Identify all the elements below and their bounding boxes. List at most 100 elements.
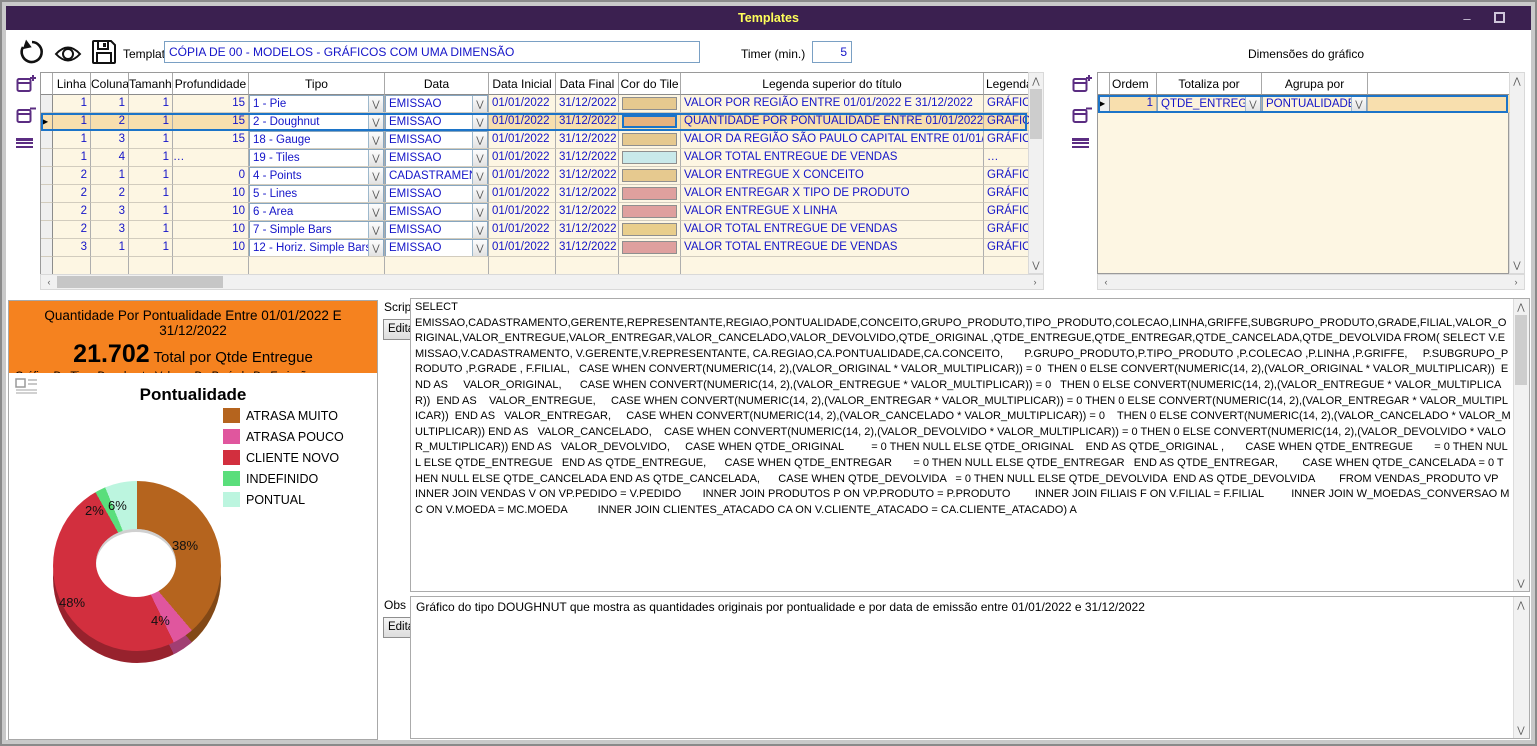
tamanho-cell[interactable]: 1 xyxy=(129,131,173,149)
data-inicial-cell[interactable]: 01/01/2022 xyxy=(489,149,556,167)
chevron-down-icon[interactable]: ⋁ xyxy=(368,222,383,238)
tipo-combo[interactable]: 2 - Doughnut ⋁ xyxy=(249,113,384,130)
data-inicial-cell[interactable]: 01/01/2022 xyxy=(489,95,556,113)
tipo-combo[interactable]: 18 - Gauge ⋁ xyxy=(249,131,384,148)
cor-do-tile-cell[interactable] xyxy=(619,95,681,113)
legenda-inferior-cell[interactable]: GRÁFICO xyxy=(984,113,1029,131)
tamanho-cell[interactable]: 1 xyxy=(129,239,173,257)
coluna-cell[interactable]: 2 xyxy=(91,113,129,131)
legenda-inferior-cell[interactable]: GRÁFICO xyxy=(984,221,1029,239)
dim-grid-hscrollbar[interactable]: ‹ › xyxy=(1097,274,1525,290)
chevron-down-icon[interactable]: ⋁ xyxy=(472,114,487,130)
data-final-cell[interactable]: 31/12/2022 xyxy=(556,113,619,131)
chevron-down-icon[interactable]: ⋁ xyxy=(472,222,487,238)
profundidade-cell[interactable]: 10 xyxy=(173,203,249,221)
dimension-row[interactable]: 1 QTDE_ENTREGUE ⋁ PONTUALIDADE ⋁ xyxy=(1098,95,1510,113)
coluna-cell[interactable]: 1 xyxy=(91,239,129,257)
cor-do-tile-cell[interactable] xyxy=(619,239,681,257)
legenda-inferior-cell[interactable]: GRÁFICO xyxy=(984,95,1029,113)
table-row[interactable]: 1 2 1 15 2 - Doughnut ⋁ EMISSAO ⋁ 01/01/… xyxy=(41,113,1029,131)
data-combo[interactable]: CADASTRAMENTO ⋁ xyxy=(385,167,488,184)
linha-cell[interactable]: 1 xyxy=(53,95,91,113)
tile-color-swatch[interactable] xyxy=(622,97,677,110)
data-final-cell[interactable]: 31/12/2022 xyxy=(556,131,619,149)
chart-options-icon[interactable] xyxy=(15,378,41,394)
chevron-down-icon[interactable]: ⋁ xyxy=(368,168,383,184)
legenda-superior-cell[interactable]: VALOR POR REGIÃO ENTRE 01/01/2022 E 31/1… xyxy=(681,95,984,113)
tipo-combo[interactable]: 4 - Points ⋁ xyxy=(249,167,384,184)
undo-icon[interactable] xyxy=(18,38,46,66)
tamanho-cell[interactable]: 1 xyxy=(129,221,173,239)
cor-do-tile-cell[interactable] xyxy=(619,203,681,221)
data-combo[interactable]: EMISSAO ⋁ xyxy=(385,185,488,202)
tile-color-swatch[interactable] xyxy=(622,133,677,146)
linha-cell[interactable]: 2 xyxy=(53,185,91,203)
data-final-cell[interactable]: 31/12/2022 xyxy=(556,167,619,185)
data-combo[interactable]: EMISSAO ⋁ xyxy=(385,239,488,256)
obs-textbox[interactable]: Gráfico do tipo DOUGHNUT que mostra as q… xyxy=(410,596,1530,739)
chevron-down-icon[interactable]: ⋁ xyxy=(472,186,487,202)
chevron-down-icon[interactable]: ⋁ xyxy=(1351,96,1366,112)
chevron-down-icon[interactable]: ⋁ xyxy=(368,96,383,112)
data-final-cell[interactable]: 31/12/2022 xyxy=(556,221,619,239)
timer-input[interactable] xyxy=(812,41,852,63)
profundidade-cell[interactable]: 10 xyxy=(173,239,249,257)
legenda-superior-cell[interactable]: VALOR ENTREGUE X CONCEITO xyxy=(681,167,984,185)
profundidade-cell[interactable]: 10 xyxy=(173,185,249,203)
chevron-down-icon[interactable]: ⋁ xyxy=(368,114,383,130)
data-final-cell[interactable]: 31/12/2022 xyxy=(556,185,619,203)
tamanho-cell[interactable]: 1 xyxy=(129,167,173,185)
profundidade-cell[interactable]: 15 xyxy=(173,131,249,149)
tipo-combo[interactable]: 6 - Area ⋁ xyxy=(249,203,384,220)
dim-grid-vscrollbar[interactable]: ⋀ ⋁ xyxy=(1509,72,1525,274)
tile-color-swatch[interactable] xyxy=(622,115,677,128)
cor-do-tile-cell[interactable] xyxy=(619,113,681,131)
legenda-inferior-cell[interactable]: GRÁFICO xyxy=(984,131,1029,149)
sql-text[interactable]: SELECT EMISSAO,CADASTRAMENTO,GERENTE,REP… xyxy=(415,301,1511,516)
tamanho-cell[interactable]: 1 xyxy=(129,185,173,203)
legenda-inferior-cell[interactable]: GRÁFICO xyxy=(984,185,1029,203)
delete-row-icon[interactable] xyxy=(16,105,36,125)
cor-do-tile-cell[interactable] xyxy=(619,167,681,185)
table-row[interactable]: 2 2 1 10 5 - Lines ⋁ EMISSAO ⋁ 01/01/202… xyxy=(41,185,1029,203)
profundidade-cell[interactable]: 15 xyxy=(173,95,249,113)
coluna-cell[interactable]: 4 xyxy=(91,149,129,167)
template-input[interactable] xyxy=(164,41,700,63)
data-inicial-cell[interactable]: 01/01/2022 xyxy=(489,221,556,239)
coluna-cell[interactable]: 2 xyxy=(91,185,129,203)
chevron-down-icon[interactable]: ⋁ xyxy=(472,96,487,112)
tipo-combo[interactable]: 5 - Lines ⋁ xyxy=(249,185,384,202)
linha-cell[interactable]: 2 xyxy=(53,167,91,185)
chevron-down-icon[interactable]: ⋁ xyxy=(472,132,487,148)
chevron-down-icon[interactable]: ⋁ xyxy=(368,132,383,148)
minimize-button[interactable]: – xyxy=(1463,10,1471,26)
linha-cell[interactable]: 1 xyxy=(53,131,91,149)
legenda-superior-cell[interactable]: VALOR DA REGIÃO SÃO PAULO CAPITAL ENTRE … xyxy=(681,131,984,149)
tile-color-swatch[interactable] xyxy=(622,241,677,254)
tamanho-cell[interactable]: 1 xyxy=(129,149,173,167)
script-textbox[interactable]: SELECT EMISSAO,CADASTRAMENTO,GERENTE,REP… xyxy=(410,298,1530,592)
linha-cell[interactable]: 2 xyxy=(53,203,91,221)
profundidade-cell[interactable]: 0 xyxy=(173,167,249,185)
grid-menu-icon[interactable] xyxy=(16,136,33,150)
legenda-superior-cell[interactable]: VALOR TOTAL ENTREGUE DE VENDAS xyxy=(681,149,984,167)
tipo-combo[interactable]: 12 - Horiz. Simple Bars ⋁ xyxy=(249,239,384,256)
tamanho-cell[interactable]: 1 xyxy=(129,95,173,113)
profundidade-cell[interactable]: … xyxy=(173,149,249,167)
table-row[interactable]: 3 1 1 10 12 - Horiz. Simple Bars ⋁ EMISS… xyxy=(41,239,1029,257)
data-final-cell[interactable]: 31/12/2022 xyxy=(556,149,619,167)
tile-color-swatch[interactable] xyxy=(622,187,677,200)
obs-text[interactable]: Gráfico do tipo DOUGHNUT que mostra as q… xyxy=(416,600,1145,614)
ordem-cell[interactable]: 1 xyxy=(1110,95,1157,113)
chevron-down-icon[interactable]: ⋁ xyxy=(472,150,487,166)
legenda-inferior-cell[interactable]: … xyxy=(984,149,1029,167)
data-combo[interactable]: EMISSAO ⋁ xyxy=(385,203,488,220)
linha-cell[interactable]: 3 xyxy=(53,239,91,257)
legenda-inferior-cell[interactable]: GRÁFICO xyxy=(984,203,1029,221)
coluna-cell[interactable]: 1 xyxy=(91,95,129,113)
data-combo[interactable]: EMISSAO ⋁ xyxy=(385,131,488,148)
cor-do-tile-cell[interactable] xyxy=(619,149,681,167)
chevron-down-icon[interactable]: ⋁ xyxy=(368,186,383,202)
preview-eye-icon[interactable] xyxy=(54,40,82,68)
data-inicial-cell[interactable]: 01/01/2022 xyxy=(489,167,556,185)
